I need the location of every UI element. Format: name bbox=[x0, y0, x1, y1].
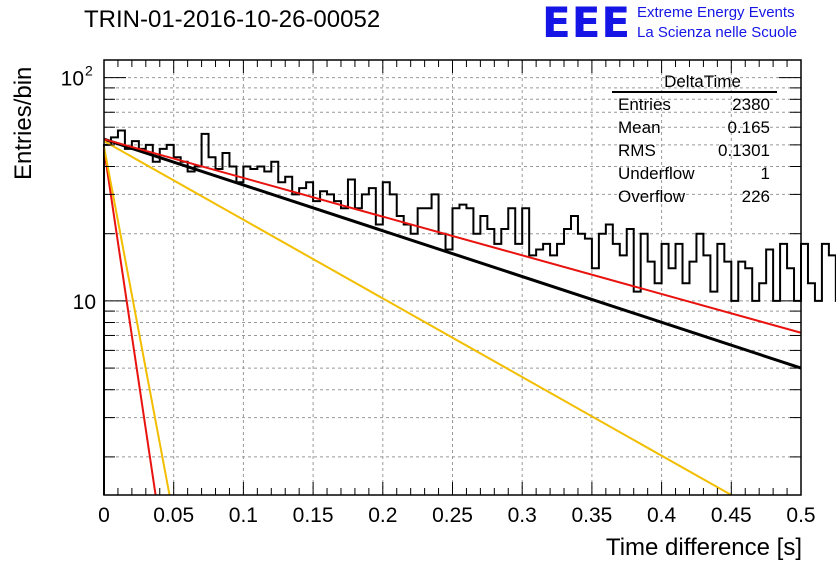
x-tick-label: 0.45 bbox=[711, 504, 752, 527]
stats-title: DeltaTime bbox=[664, 72, 741, 91]
x-tick-label: 0.15 bbox=[293, 504, 334, 527]
stats-value-entries: 2380 bbox=[732, 95, 770, 114]
x-tick-label: 0.25 bbox=[432, 504, 473, 527]
x-tick-label: 0.05 bbox=[153, 504, 194, 527]
stats-label-overflow: Overflow bbox=[618, 187, 686, 206]
y-tick-label: 10 bbox=[73, 291, 96, 314]
axes: 0 0.05 0.1 0.15 0.2 0.25 0.3 0.35 0.4 0.45 0.51010… bbox=[61, 59, 816, 527]
logo-line-2: La Scienza nelle Scuole bbox=[637, 24, 798, 41]
fit-curve-1 bbox=[103, 137, 802, 370]
x-tick-label: 0.35 bbox=[571, 504, 612, 527]
x-tick-label: 0.3 bbox=[508, 504, 537, 527]
plot-frame bbox=[103, 59, 802, 496]
x-tick-label: 0.1 bbox=[229, 504, 258, 527]
fit-curve-5 bbox=[103, 146, 171, 496]
stats-value-rms: 0.1301 bbox=[718, 141, 770, 160]
x-axis-label: Time difference [s] bbox=[605, 534, 802, 561]
stats-value-overflow: 226 bbox=[742, 187, 770, 206]
y-tick-label: 10 bbox=[61, 68, 84, 91]
eee-logo: EEE bbox=[542, 0, 632, 47]
histogram-outline bbox=[103, 129, 836, 495]
stats-label-rms: RMS bbox=[618, 141, 656, 160]
stats-label-underflow: Underflow bbox=[618, 164, 695, 183]
chart-title: TRIN-01-2016-10-26-00052 bbox=[84, 6, 381, 33]
fit-curve-2 bbox=[103, 138, 802, 334]
x-tick-label: 0.5 bbox=[786, 504, 815, 527]
fit-curve-4 bbox=[103, 148, 157, 496]
stats-label-mean: Mean bbox=[618, 118, 661, 137]
histogram-bins bbox=[103, 129, 836, 495]
stats-value-mean: 0.165 bbox=[727, 118, 770, 137]
stats-value-underflow: 1 bbox=[761, 164, 770, 183]
stats-label-entries: Entries bbox=[618, 95, 671, 114]
stats-box: DeltaTime Entries 2380 Mean 0.165 RMS 0.1301 Un… bbox=[612, 72, 777, 206]
fit-curves bbox=[103, 137, 802, 496]
fit-curve-3 bbox=[103, 140, 732, 496]
x-tick-label: 0 bbox=[98, 504, 110, 527]
grid-lines bbox=[104, 60, 801, 495]
x-tick-label: 0.2 bbox=[368, 504, 397, 527]
x-tick-label: 0.4 bbox=[647, 504, 677, 527]
y-tick-exponent: 2 bbox=[85, 63, 93, 79]
logo-line-1: Extreme Energy Events bbox=[637, 4, 795, 21]
